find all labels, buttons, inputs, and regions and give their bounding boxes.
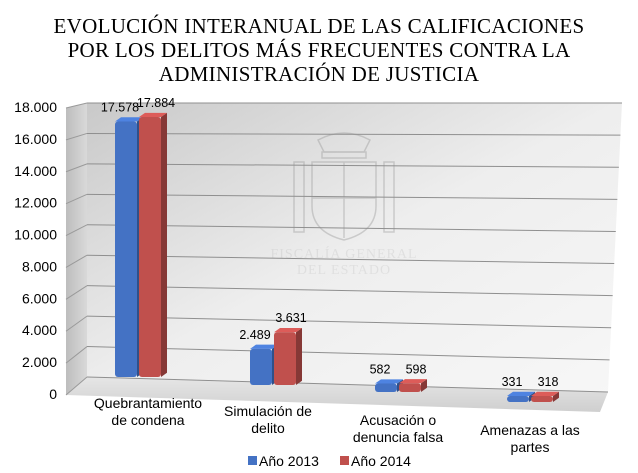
bar-front <box>139 117 161 377</box>
bar-front <box>250 348 272 385</box>
side-gridline <box>65 224 88 237</box>
chart-title-line-1: EVOLUCIÓN INTERANUAL DE LAS CALIFICACION… <box>54 14 585 38</box>
data-label: 598 <box>406 362 427 376</box>
bar-front <box>399 383 421 392</box>
side-gridline <box>65 315 88 332</box>
y-tick-label: 14.000 <box>14 163 57 179</box>
bar-ano-2013-cat-2 <box>250 344 278 385</box>
y-tick-label: 0 <box>49 386 57 402</box>
y-tick-label: 16.000 <box>14 131 57 147</box>
bar-top <box>115 117 143 122</box>
side-gridline <box>65 376 88 396</box>
bar-side <box>161 112 167 377</box>
gridline <box>86 254 615 265</box>
gridline <box>86 132 621 136</box>
chart-title-line-3: ADMINISTRACIÓN DE JUSTICIA <box>159 62 480 86</box>
side-gridline <box>65 163 88 173</box>
bar-top <box>399 379 427 384</box>
bar-front <box>375 383 397 392</box>
grid <box>65 102 622 396</box>
side-gridline <box>65 346 88 364</box>
bar-ano-2014-cat-1 <box>139 112 167 377</box>
legend-swatch-ano-2013 <box>248 456 257 465</box>
gridline <box>86 315 612 329</box>
bar-ano-2014-cat-4 <box>531 391 559 402</box>
back-wall <box>87 103 622 392</box>
bar-front <box>115 121 137 377</box>
data-label: 17.578 <box>101 100 139 114</box>
legend: Año 2013 Año 2014 <box>248 453 411 469</box>
y-tick-label: 10.000 <box>14 227 57 243</box>
gridline <box>86 193 618 200</box>
data-label: 318 <box>538 375 559 389</box>
bar-front <box>507 396 529 402</box>
x-tick-label: Amenazas a las <box>480 422 580 438</box>
side-gridline <box>65 254 88 268</box>
bar-ano-2014-cat-2 <box>274 328 302 385</box>
y-tick-label: 8.000 <box>22 258 57 274</box>
y-tick-label: 18.000 <box>14 99 57 115</box>
y-tick-label: 2.000 <box>22 354 57 370</box>
bar-ano-2013-cat-3 <box>375 379 403 392</box>
y-tick-label: 4.000 <box>22 322 57 338</box>
side-gridline <box>65 193 88 205</box>
data-label: 17.884 <box>137 96 175 110</box>
bar-top <box>250 344 278 349</box>
bar-front <box>531 396 553 402</box>
bar-ano-2014-cat-3 <box>399 379 427 392</box>
bar-top <box>375 379 403 384</box>
bar-front <box>274 332 296 385</box>
floor <box>66 377 608 412</box>
bar-side <box>421 379 427 392</box>
x-tick-label: de condena <box>111 412 184 428</box>
y-tick-label: 12.000 <box>14 195 57 211</box>
data-label: 331 <box>502 375 523 389</box>
gridline <box>86 346 610 361</box>
side-gridline <box>65 132 88 141</box>
bar-top <box>507 391 535 396</box>
data-label: 3.631 <box>275 311 306 325</box>
side-wall <box>66 103 87 395</box>
side-gridline <box>65 285 88 300</box>
plot-area <box>66 103 622 412</box>
bar-top <box>139 112 167 118</box>
y-axis: 0 2.000 4.000 6.000 8.000 10.000 12.000 14.000 1… <box>14 99 57 402</box>
bars <box>115 112 559 402</box>
legend-label-ano-2013: Año 2013 <box>259 453 319 469</box>
gridline <box>86 163 619 168</box>
x-tick-label: partes <box>511 439 550 455</box>
legend-swatch-ano-2014 <box>340 456 349 465</box>
bar-side <box>296 328 302 385</box>
bar-ano-2013-cat-4 <box>507 391 535 402</box>
x-tick-label: Simulación de <box>224 403 312 419</box>
y-tick-label: 6.000 <box>22 290 57 306</box>
side-gridline <box>65 102 88 109</box>
gridline <box>86 285 613 297</box>
chart-title-line-2: POR LOS DELITOS MÁS FRECUENTES CONTRA LA <box>68 38 571 62</box>
x-tick-label: Quebrantamiento <box>94 395 202 411</box>
gridline <box>86 376 609 393</box>
watermark-line-2: DEL ESTADO <box>297 263 391 278</box>
data-label: 582 <box>370 363 391 377</box>
data-label: 2.489 <box>239 328 270 342</box>
gridline <box>86 224 616 232</box>
bar-top <box>274 328 302 333</box>
x-tick-label: Acusación o <box>360 412 436 428</box>
bar-top <box>531 391 559 396</box>
bar-side <box>553 391 559 402</box>
bar-ano-2013-cat-1 <box>115 117 143 377</box>
x-tick-label: delito <box>251 420 285 436</box>
x-tick-label: denuncia falsa <box>353 429 444 445</box>
watermark-line-1: FISCALÍA GENERAL <box>270 245 417 262</box>
legend-label-ano-2014: Año 2014 <box>351 453 411 469</box>
chart-title: EVOLUCIÓN INTERANUAL DE LAS CALIFICACION… <box>54 14 585 86</box>
